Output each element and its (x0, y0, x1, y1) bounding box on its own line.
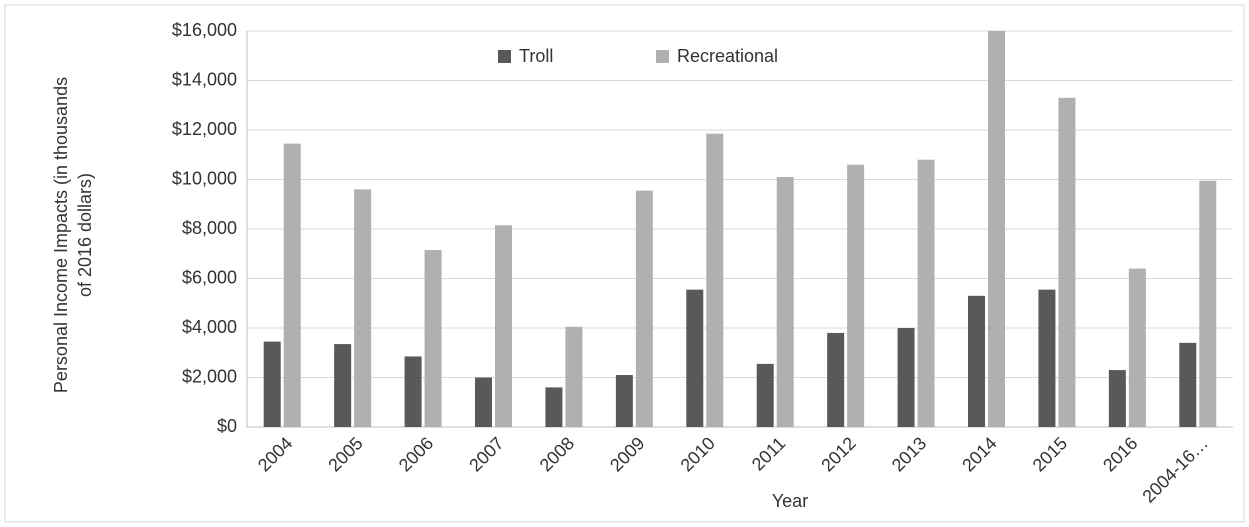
bar (495, 225, 512, 427)
y-tick-label: $14,000 (172, 69, 237, 89)
legend-label: Recreational (677, 46, 778, 66)
bar (424, 250, 442, 427)
bar (968, 295, 985, 427)
x-axis-title: Year (772, 491, 808, 511)
y-tick-label: $4,000 (182, 317, 237, 337)
bar (635, 190, 653, 427)
bar (1038, 289, 1056, 427)
y-tick-label: $16,000 (172, 20, 237, 40)
bar (897, 328, 915, 427)
bar (756, 363, 774, 427)
bar (334, 344, 352, 427)
y-tick-label: $12,000 (172, 119, 237, 139)
bar (475, 377, 492, 427)
bar (1058, 97, 1076, 427)
bar (827, 332, 845, 427)
y-tick-label: $6,000 (182, 267, 237, 287)
y-tick-label: $0 (217, 416, 237, 436)
bar (988, 31, 1005, 427)
y-tick-label: $10,000 (172, 168, 237, 188)
y-tick-label: $2,000 (182, 366, 237, 386)
y-tick-label: $8,000 (182, 218, 237, 238)
bar (1179, 342, 1197, 427)
bar (917, 159, 935, 427)
bar (615, 375, 633, 427)
y-axis-title: Personal Income Impacts (in thousands of … (51, 77, 95, 393)
bar (1108, 370, 1126, 427)
bar (1199, 180, 1217, 427)
y-axis-title-line: Personal Income Impacts (in thousands (51, 77, 71, 393)
y-axis-title-line: of 2016 dollars) (75, 173, 95, 297)
bar (283, 143, 301, 428)
legend-swatch (656, 50, 669, 63)
bar (706, 133, 724, 427)
bar (686, 289, 704, 427)
bar (545, 387, 563, 427)
legend-swatch (498, 50, 511, 63)
bar (354, 189, 372, 427)
legend-label: Troll (519, 46, 553, 66)
bar (847, 164, 865, 427)
bar (1128, 268, 1146, 427)
bar (776, 177, 794, 427)
bar (263, 341, 281, 427)
bar (404, 356, 422, 427)
bar (565, 326, 583, 427)
chart-frame (4, 4, 1245, 523)
